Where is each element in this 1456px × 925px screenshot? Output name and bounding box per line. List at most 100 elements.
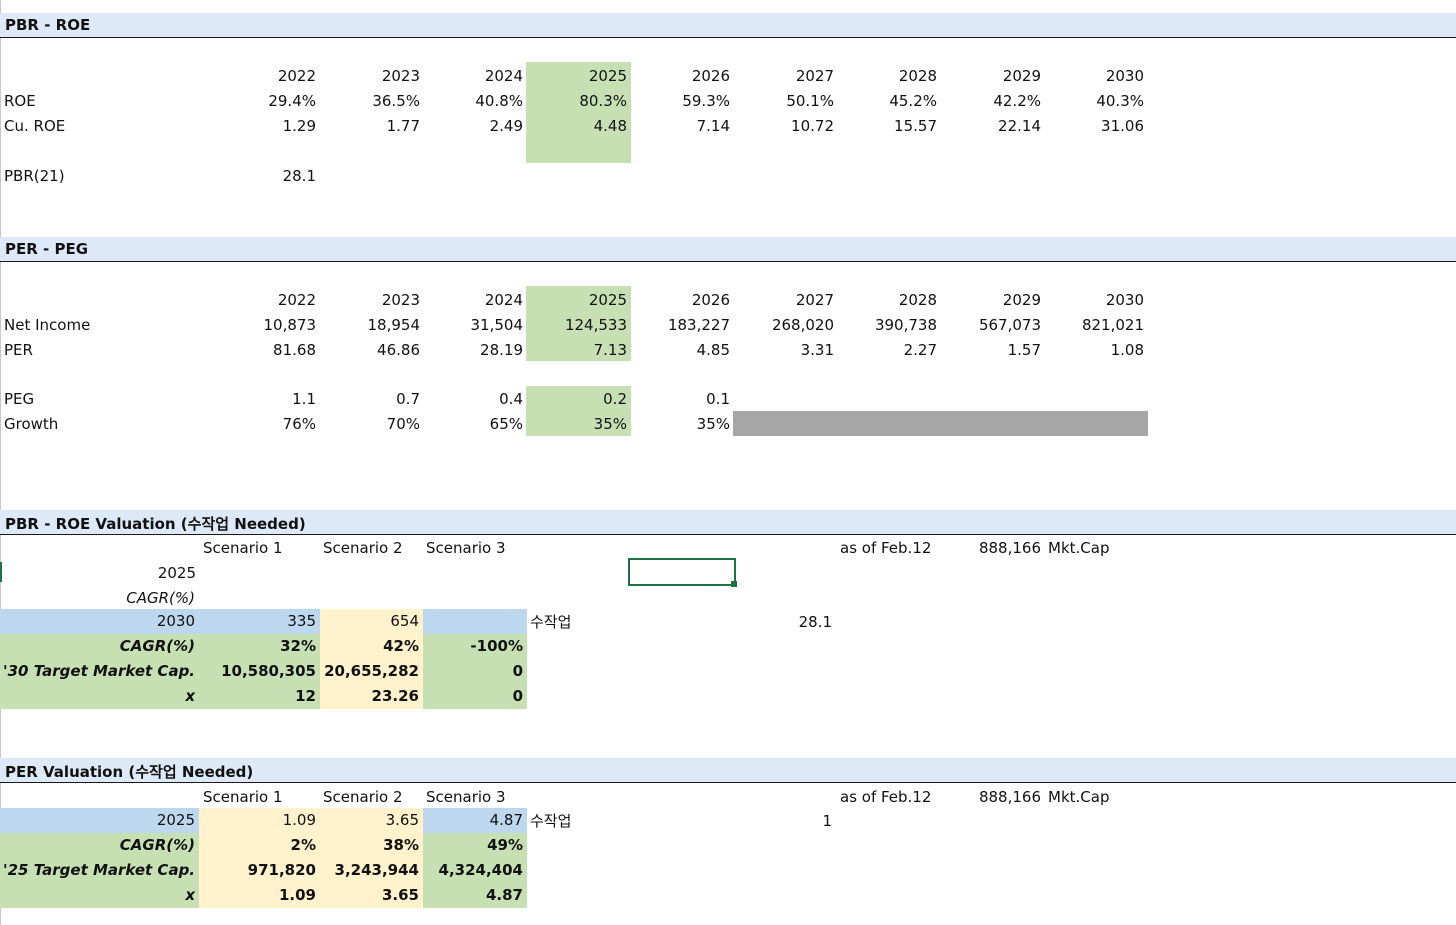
peg-cell-1[interactable]: 0.7 bbox=[396, 390, 420, 408]
multiple-x-label[interactable]: x bbox=[0, 883, 199, 908]
year-header-cell-8[interactable]: 2030 bbox=[1105, 291, 1144, 309]
cu-roe-cell-0[interactable]: 1.29 bbox=[282, 117, 316, 135]
row-label-roe[interactable]: ROE bbox=[4, 92, 36, 110]
net-income-cell-8[interactable]: 821,021 bbox=[1081, 316, 1144, 334]
scenario-3-header[interactable]: Scenario 3 bbox=[426, 788, 506, 806]
year-header-cell-4[interactable]: 2026 bbox=[691, 67, 730, 85]
fill-handle[interactable] bbox=[731, 581, 737, 587]
per-cell-1[interactable]: 46.86 bbox=[377, 341, 420, 359]
scenario-3-header[interactable]: Scenario 3 bbox=[426, 539, 506, 557]
growth-cell-0[interactable]: 76% bbox=[282, 415, 316, 433]
roe-cell-3[interactable]: 80.3% bbox=[579, 92, 627, 110]
cu-roe-cell-8[interactable]: 31.06 bbox=[1101, 117, 1144, 135]
peg-cell-0[interactable]: 1.1 bbox=[292, 390, 316, 408]
cu-roe-cell-4[interactable]: 7.14 bbox=[696, 117, 730, 135]
per-cell-3[interactable]: 7.13 bbox=[593, 341, 627, 359]
growth-cell-3[interactable]: 35% bbox=[593, 415, 627, 433]
per-cell-2[interactable]: 28.19 bbox=[480, 341, 523, 359]
target-scenario-3[interactable]: 0 bbox=[423, 659, 527, 684]
scenario-2-header[interactable]: Scenario 2 bbox=[323, 788, 403, 806]
row-2025-label[interactable]: 2025 bbox=[0, 808, 199, 833]
row-label-peg[interactable]: PEG bbox=[4, 390, 35, 408]
per-cell-5[interactable]: 3.31 bbox=[800, 341, 834, 359]
per-cell-7[interactable]: 1.57 bbox=[1007, 341, 1041, 359]
mkt-cap-label[interactable]: Mkt.Cap bbox=[1048, 788, 1110, 806]
row-2030-label[interactable]: 2030 bbox=[0, 609, 199, 634]
year-header-cell-3[interactable]: 2025 bbox=[588, 291, 627, 309]
cagr-scenario-2[interactable]: 42% bbox=[320, 634, 423, 659]
manual-label[interactable]: 수작업 bbox=[530, 613, 572, 631]
scenario-1-header[interactable]: Scenario 1 bbox=[203, 788, 283, 806]
year-header-cell-4[interactable]: 2026 bbox=[691, 291, 730, 309]
net-income-cell-1[interactable]: 18,954 bbox=[367, 316, 421, 334]
cagr-scenario-1[interactable]: 2% bbox=[199, 833, 320, 858]
row-2025-scenario-1[interactable]: 1.09 bbox=[199, 808, 320, 833]
year-header-cell-3[interactable]: 2025 bbox=[588, 67, 627, 85]
cagr-scenario-3[interactable]: -100% bbox=[423, 634, 527, 659]
year-header-cell-1[interactable]: 2023 bbox=[381, 291, 420, 309]
mkt-cap-value[interactable]: 888,166 bbox=[978, 788, 1041, 806]
row-2030-scenario-1[interactable]: 335 bbox=[199, 609, 320, 634]
multiple-scenario-1[interactable]: 12 bbox=[199, 684, 320, 709]
target-scenario-3[interactable]: 4,324,404 bbox=[423, 858, 527, 883]
row-2025-scenario-2[interactable]: 3.65 bbox=[320, 808, 423, 833]
peg-cell-4[interactable]: 0.1 bbox=[706, 390, 730, 408]
net-income-cell-6[interactable]: 390,738 bbox=[874, 316, 937, 334]
cu-roe-cell-5[interactable]: 10.72 bbox=[791, 117, 834, 135]
row-2030-scenario-3[interactable] bbox=[423, 609, 527, 634]
year-header-cell-2[interactable]: 2024 bbox=[484, 67, 523, 85]
growth-cell-4[interactable]: 35% bbox=[696, 415, 730, 433]
row-label-pbr[interactable]: PBR(21) bbox=[4, 167, 65, 185]
year-header-cell-0[interactable]: 2022 bbox=[277, 67, 316, 85]
year-header-cell-6[interactable]: 2028 bbox=[898, 291, 937, 309]
row-label-net-income[interactable]: Net Income bbox=[4, 316, 91, 334]
net-income-cell-3[interactable]: 124,533 bbox=[564, 316, 627, 334]
year-2025-cell[interactable]: 2025 bbox=[157, 564, 196, 582]
row-2030-scenario-2[interactable]: 654 bbox=[320, 609, 423, 634]
peg-cell-2[interactable]: 0.4 bbox=[499, 390, 523, 408]
selected-cell[interactable] bbox=[628, 558, 736, 586]
per-cell-8[interactable]: 1.08 bbox=[1110, 341, 1144, 359]
pbr-value-cell[interactable]: 28.1 bbox=[282, 167, 316, 185]
year-header-cell-5[interactable]: 2027 bbox=[795, 291, 834, 309]
target-scenario-2[interactable]: 3,243,944 bbox=[320, 858, 423, 883]
multiple-scenario-3[interactable]: 0 bbox=[423, 684, 527, 709]
roe-cell-5[interactable]: 50.1% bbox=[786, 92, 834, 110]
multiple-scenario-2[interactable]: 3.65 bbox=[320, 883, 423, 908]
target-scenario-1[interactable]: 10,580,305 bbox=[199, 659, 320, 684]
year-header-cell-7[interactable]: 2029 bbox=[1002, 291, 1041, 309]
cu-roe-cell-2[interactable]: 2.49 bbox=[489, 117, 523, 135]
year-header-cell-2[interactable]: 2024 bbox=[484, 291, 523, 309]
cagr-scenario-3[interactable]: 49% bbox=[423, 833, 527, 858]
manual-value[interactable]: 1 bbox=[822, 812, 832, 830]
target-scenario-2[interactable]: 20,655,282 bbox=[320, 659, 423, 684]
year-header-cell-8[interactable]: 2030 bbox=[1105, 67, 1144, 85]
cagr-scenario-1[interactable]: 32% bbox=[199, 634, 320, 659]
multiple-scenario-1[interactable]: 1.09 bbox=[199, 883, 320, 908]
per-cell-4[interactable]: 4.85 bbox=[696, 341, 730, 359]
target-market-cap-label[interactable]: '25 Target Market Cap. bbox=[0, 858, 199, 883]
year-header-cell-1[interactable]: 2023 bbox=[381, 67, 420, 85]
cu-roe-cell-7[interactable]: 22.14 bbox=[998, 117, 1041, 135]
target-market-cap-label[interactable]: '30 Target Market Cap. bbox=[0, 659, 199, 684]
target-scenario-1[interactable]: 971,820 bbox=[199, 858, 320, 883]
cagr-label-cell[interactable]: CAGR(%) bbox=[126, 589, 195, 607]
year-header-cell-7[interactable]: 2029 bbox=[1002, 67, 1041, 85]
roe-cell-4[interactable]: 59.3% bbox=[682, 92, 730, 110]
roe-cell-2[interactable]: 40.8% bbox=[475, 92, 523, 110]
as-of-date[interactable]: as of Feb.12 bbox=[840, 539, 932, 557]
year-header-cell-6[interactable]: 2028 bbox=[898, 67, 937, 85]
cagr-row-label[interactable]: CAGR(%) bbox=[0, 634, 199, 659]
roe-cell-0[interactable]: 29.4% bbox=[268, 92, 316, 110]
net-income-cell-2[interactable]: 31,504 bbox=[470, 316, 524, 334]
growth-cell-1[interactable]: 70% bbox=[386, 415, 420, 433]
multiple-x-label[interactable]: x bbox=[0, 684, 199, 709]
net-income-cell-4[interactable]: 183,227 bbox=[667, 316, 730, 334]
cu-roe-cell-3[interactable]: 4.48 bbox=[593, 117, 627, 135]
cagr-row-label[interactable]: CAGR(%) bbox=[0, 833, 199, 858]
peg-cell-3[interactable]: 0.2 bbox=[603, 390, 627, 408]
net-income-cell-7[interactable]: 567,073 bbox=[978, 316, 1041, 334]
row-label-cu-roe[interactable]: Cu. ROE bbox=[4, 117, 66, 135]
per-cell-6[interactable]: 2.27 bbox=[903, 341, 937, 359]
growth-cell-2[interactable]: 65% bbox=[489, 415, 523, 433]
